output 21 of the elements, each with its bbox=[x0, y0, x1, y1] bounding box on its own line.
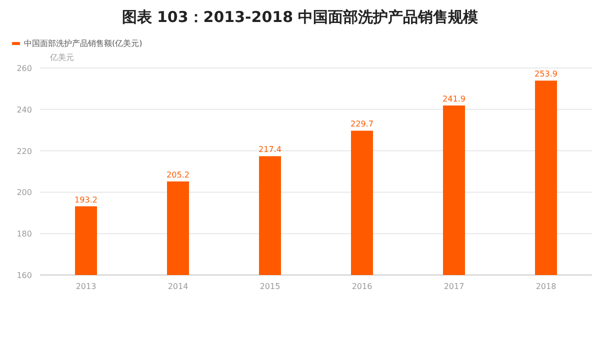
data-label: 253.9 bbox=[534, 70, 558, 79]
y-tick-label: 220 bbox=[16, 146, 32, 156]
data-label: 193.2 bbox=[74, 195, 98, 204]
data-label: 229.7 bbox=[350, 120, 374, 129]
data-label: 205.2 bbox=[166, 170, 190, 180]
y-tick-label: 160 bbox=[16, 271, 32, 280]
y-tick-label: 200 bbox=[16, 188, 32, 198]
x-tick-label: 2014 bbox=[168, 282, 188, 291]
x-tick-label: 2017 bbox=[444, 282, 464, 291]
x-tick-label: 2016 bbox=[352, 282, 372, 291]
y-tick-label: 240 bbox=[16, 105, 32, 114]
data-label: 217.4 bbox=[258, 145, 282, 154]
x-tick-label: 2013 bbox=[76, 282, 96, 291]
x-tick-label: 2018 bbox=[536, 282, 556, 291]
y-tick-label: 260 bbox=[16, 64, 32, 73]
y-axis-title: 亿美元 bbox=[49, 53, 74, 62]
data-label: 241.9 bbox=[442, 94, 466, 104]
legend-label: 中国面部洗护产品销售额(亿美元) bbox=[24, 39, 142, 48]
chart-title: 图表 103：2013-2018 中国面部洗护产品销售规模 bbox=[122, 8, 480, 26]
y-tick-label: 180 bbox=[16, 230, 32, 239]
x-tick-label: 2015 bbox=[260, 282, 280, 291]
